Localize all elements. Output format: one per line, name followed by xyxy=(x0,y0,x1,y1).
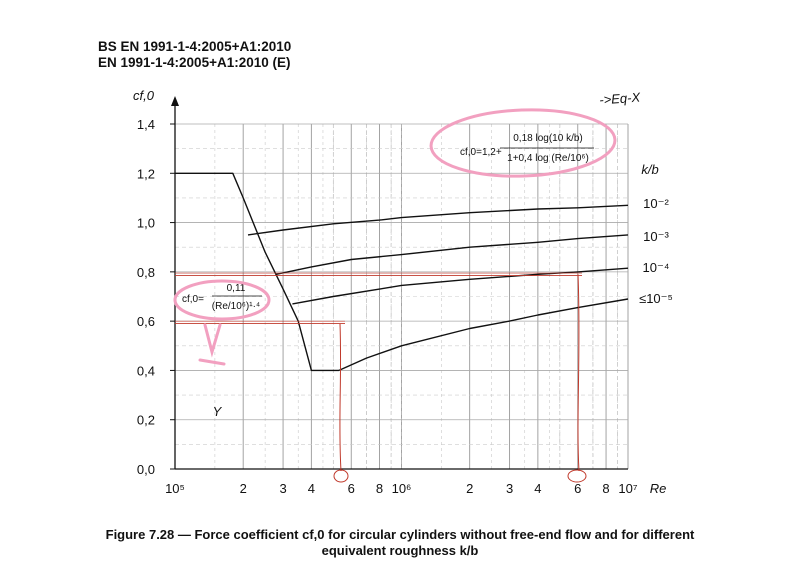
chart-grid xyxy=(175,123,629,469)
curve-envelope xyxy=(175,172,339,372)
formula-left-numerator: 0,11 xyxy=(227,283,246,294)
y-axis-label: cf,0 xyxy=(133,88,155,103)
curve-10 xyxy=(338,298,629,372)
y-tick-label: 1,0 xyxy=(137,216,155,231)
x-tick-label: 4 xyxy=(534,481,541,496)
pink-annotation-eq-x: ->Eq-X xyxy=(599,90,642,108)
pink-annotation-y: Y xyxy=(213,404,223,419)
x-tick-label: 4 xyxy=(308,481,315,496)
y-axis-arrow xyxy=(171,96,179,106)
chart-legend: k/b 10⁻² 10⁻³ 10⁻⁴ ≤10⁻⁵ xyxy=(639,162,673,306)
legend-entry: ≤10⁻⁵ xyxy=(639,291,673,306)
formula-top-lhs: cf,0=1,2+ xyxy=(460,147,502,158)
pink-ellipse-top-formula xyxy=(429,108,617,178)
header-line-1: BS EN 1991-1-4:2005+A1:2010 xyxy=(98,39,292,54)
y-tick-label: 1,4 xyxy=(137,117,155,132)
x-axis-label: Re xyxy=(650,481,667,496)
y-tick-label: 0,4 xyxy=(137,363,155,378)
x-tick-label: 10⁷ xyxy=(618,481,637,496)
chart-axes xyxy=(171,96,628,470)
pink-arrow-tail xyxy=(198,358,226,366)
chart-formulas: cf,0=1,2+ 0,18 log(10 k/b) 1+0,4 log (Re/1… xyxy=(182,133,594,312)
formula-left-lhs: cf,0= xyxy=(182,294,204,305)
y-tick-label: 1,2 xyxy=(137,166,155,181)
y-tick-label: 0,8 xyxy=(137,265,155,280)
x-tick-label: 3 xyxy=(506,481,513,496)
legend-title: k/b xyxy=(641,162,658,177)
header-line-2: EN 1991-1-4:2005+A1:2010 (E) xyxy=(98,55,291,70)
x-tick-label: 8 xyxy=(602,481,609,496)
x-tick-label: 6 xyxy=(348,481,355,496)
curve-10 xyxy=(247,204,629,236)
force-coefficient-chart: 0,0 0,2 0,4 0,6 0,8 1,0 1,2 1,4 cf,0 10⁵ 2 3 4 6 8 10⁶ 2… xyxy=(133,88,673,496)
chart-curves xyxy=(175,172,629,372)
formula-top-denominator: 1+0,4 log (Re/10⁶) xyxy=(507,153,589,164)
legend-entry: 10⁻⁴ xyxy=(643,260,670,275)
pink-arrow-down xyxy=(203,323,222,358)
x-tick-label: 10⁶ xyxy=(392,481,412,496)
y-tick-label: 0,0 xyxy=(137,462,155,477)
curve-10 xyxy=(292,267,629,305)
handwritten-red-marks xyxy=(175,272,587,483)
x-tick-label: 8 xyxy=(376,481,383,496)
formula-top-numerator: 0,18 log(10 k/b) xyxy=(513,133,583,144)
handwritten-pink-annotations: ->Eq-X Y xyxy=(173,90,642,419)
chart-ticks: 0,0 0,2 0,4 0,6 0,8 1,0 1,2 1,4 cf,0 10⁵ 2 3 4 6 8 10⁶ 2… xyxy=(133,88,666,496)
red-vline-right xyxy=(577,274,580,472)
x-tick-label: 2 xyxy=(466,481,473,496)
red-circle-right xyxy=(567,469,587,483)
legend-entry: 10⁻³ xyxy=(643,229,669,244)
figure-caption-line-2: equivalent roughness k/b xyxy=(321,543,479,558)
y-tick-label: 0,2 xyxy=(137,413,155,428)
pink-ellipse-left-formula xyxy=(173,279,271,321)
red-circle-left xyxy=(333,469,349,483)
x-tick-label: 2 xyxy=(240,481,247,496)
x-tick-label: 10⁵ xyxy=(165,481,185,496)
legend-entry: 10⁻² xyxy=(643,196,669,211)
x-tick-label: 6 xyxy=(574,481,581,496)
red-vline-left xyxy=(339,323,342,472)
x-tick-label: 3 xyxy=(279,481,286,496)
figure-caption-line-1: Figure 7.28 — Force coefficient cf,0 for… xyxy=(105,527,695,542)
formula-left-denominator: (Re/10⁶)¹·⁴ xyxy=(212,301,260,312)
curve-10 xyxy=(276,234,629,275)
y-tick-label: 0,6 xyxy=(137,314,155,329)
